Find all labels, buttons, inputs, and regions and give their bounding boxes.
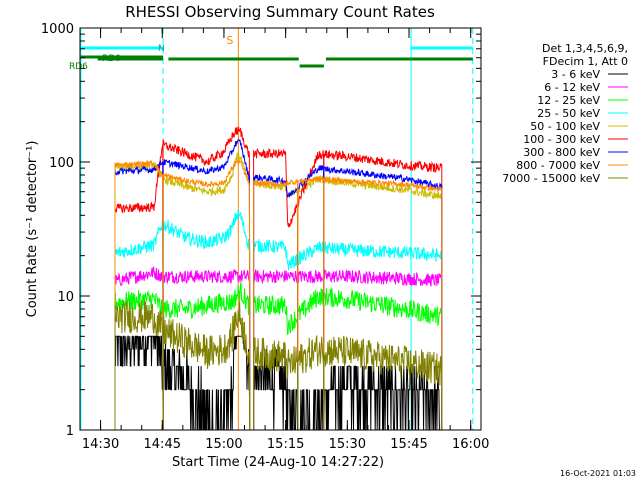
series-line bbox=[162, 158, 251, 431]
x-tick-label: 15:30 bbox=[329, 437, 366, 452]
series-line bbox=[323, 175, 443, 431]
series-line bbox=[162, 126, 251, 431]
plot-area: S RD0 N RD6 bbox=[69, 28, 474, 431]
x-tick-label: 14:30 bbox=[82, 437, 119, 452]
state-label-rd0: RD0 bbox=[102, 54, 121, 64]
x-axis-ticks: 14:30 14:45 15:00 15:15 15:30 15:45 16:00 bbox=[79, 28, 489, 452]
legend-entry-label: 800 - 7000 keV bbox=[516, 159, 600, 172]
series-line bbox=[323, 269, 443, 431]
series-5 bbox=[114, 126, 443, 431]
series-line bbox=[323, 335, 443, 431]
series-line bbox=[323, 287, 443, 431]
series-line bbox=[323, 241, 443, 431]
legend-entry-label: 3 - 6 keV bbox=[551, 68, 600, 81]
series-line bbox=[297, 335, 325, 431]
series-line bbox=[297, 175, 325, 431]
y-axis-ticks: 1 10 100 1000 bbox=[41, 22, 481, 439]
marker-label: S bbox=[226, 34, 233, 47]
legend-entry-label: 7000 - 15000 keV bbox=[502, 172, 600, 185]
series-line bbox=[114, 144, 164, 431]
series-line bbox=[323, 365, 443, 431]
series-line bbox=[114, 335, 164, 431]
series-line bbox=[253, 174, 299, 431]
series-line bbox=[162, 335, 251, 431]
series-line bbox=[114, 300, 164, 431]
series-line bbox=[114, 289, 164, 431]
series-7 bbox=[114, 158, 443, 431]
series-line bbox=[298, 389, 325, 431]
legend-entry-label: 300 - 800 keV bbox=[523, 146, 600, 159]
series-line bbox=[162, 301, 251, 431]
series-line bbox=[253, 179, 299, 431]
footer-date: 16-Oct-2021 01:03 bbox=[560, 469, 636, 478]
series-line bbox=[297, 150, 325, 431]
series-line bbox=[114, 160, 164, 431]
series-3 bbox=[114, 209, 443, 431]
series-line bbox=[114, 160, 164, 431]
y-axis-label: Count Rate (s⁻¹ detector⁻¹) bbox=[25, 141, 40, 318]
y-tick-label: 100 bbox=[49, 156, 74, 171]
series-line bbox=[162, 269, 251, 431]
series-line bbox=[253, 147, 299, 431]
legend-entry-label: 100 - 300 keV bbox=[523, 133, 600, 146]
series-line bbox=[114, 266, 164, 431]
series-8 bbox=[114, 300, 443, 431]
state-label-n: N bbox=[158, 44, 165, 54]
series-6 bbox=[114, 139, 443, 431]
series-2 bbox=[114, 281, 443, 431]
legend-header-line: Det 1,3,4,5,6,9, bbox=[542, 42, 628, 55]
legend: Det 1,3,4,5,6,9,FDecim 1, Att 03 - 6 keV… bbox=[502, 42, 628, 185]
y-tick-label: 1 bbox=[66, 424, 74, 439]
x-tick-label: 16:00 bbox=[452, 437, 489, 452]
legend-header-line: FDecim 1, Att 0 bbox=[543, 55, 628, 68]
series-line bbox=[162, 209, 251, 431]
series-line bbox=[253, 269, 299, 431]
series-line bbox=[253, 337, 299, 431]
state-label-rd6: RD6 bbox=[69, 62, 88, 72]
series-line bbox=[162, 139, 251, 431]
series-line bbox=[297, 241, 325, 431]
x-axis-label: Start Time (24-Aug-10 14:27:22) bbox=[172, 455, 384, 470]
y-tick-label: 1000 bbox=[41, 22, 74, 37]
series-line bbox=[114, 220, 164, 431]
x-tick-label: 15:45 bbox=[390, 437, 427, 452]
plot-frame bbox=[79, 27, 482, 431]
series-line bbox=[323, 166, 443, 431]
legend-entry-label: 6 - 12 keV bbox=[544, 81, 600, 94]
series-line bbox=[297, 288, 325, 431]
chart-title: RHESSI Observing Summary Count Rates bbox=[125, 3, 435, 21]
x-tick-label: 15:00 bbox=[205, 437, 242, 452]
series-line bbox=[253, 239, 299, 431]
series-1 bbox=[114, 266, 443, 431]
legend-entry-label: 25 - 50 keV bbox=[537, 107, 600, 120]
series-line bbox=[323, 175, 443, 431]
y-tick-label: 10 bbox=[57, 290, 74, 305]
series-line bbox=[297, 164, 325, 431]
series-line bbox=[297, 175, 325, 431]
legend-entry-label: 50 - 100 keV bbox=[530, 120, 600, 133]
x-tick-label: 14:45 bbox=[144, 437, 181, 452]
series-line bbox=[162, 281, 251, 431]
series-line bbox=[297, 270, 325, 431]
series-line bbox=[253, 294, 299, 431]
x-tick-label: 15:15 bbox=[267, 437, 304, 452]
legend-entry-label: 12 - 25 keV bbox=[537, 94, 600, 107]
series-line bbox=[323, 150, 443, 431]
